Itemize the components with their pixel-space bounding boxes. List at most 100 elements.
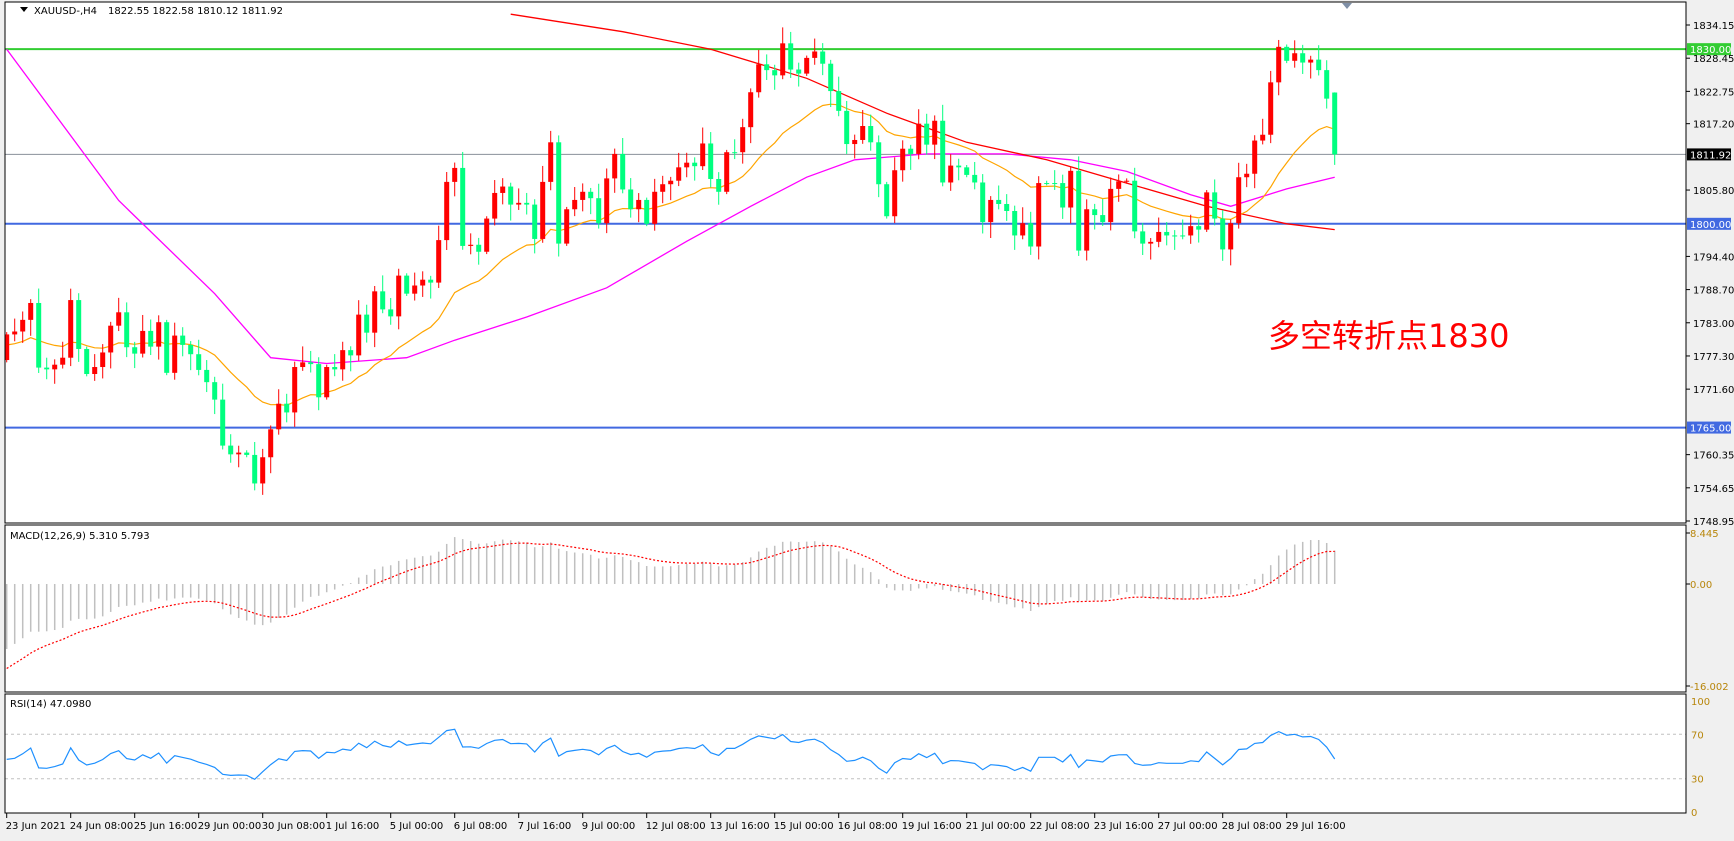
candle [516, 188, 522, 210]
candle-body [708, 143, 714, 179]
candle-body [108, 325, 114, 353]
candle-body [180, 335, 186, 345]
candle-body [956, 165, 962, 168]
time-axis-label: 16 Jul 08:00 [838, 821, 898, 832]
candle [1036, 176, 1042, 260]
candle [364, 304, 370, 343]
candle [964, 165, 970, 178]
rsi-line [6, 728, 1336, 781]
candle [1244, 163, 1250, 188]
price-level-tag-text: 1830.00 [1690, 45, 1731, 56]
time-axis-label: 22 Jul 08:00 [1030, 821, 1090, 832]
candle [1292, 40, 1298, 68]
candle-body [1060, 183, 1066, 208]
candle-body [1100, 215, 1106, 223]
candle [124, 302, 130, 358]
candle [348, 346, 354, 372]
candle-body [124, 312, 130, 348]
candle-body [1324, 70, 1330, 99]
candle [100, 344, 106, 379]
candle [1284, 44, 1290, 64]
dropdown-triangle-icon[interactable] [20, 7, 28, 12]
time-axis-label: 28 Jul 08:00 [1222, 821, 1282, 832]
rsi-panel[interactable] [5, 728, 1686, 781]
panel-border [4, 524, 1687, 693]
candle [44, 357, 50, 380]
time-axis-label: 23 Jun 2021 [6, 821, 66, 832]
candle-body [1044, 183, 1050, 185]
candle [1012, 205, 1018, 250]
candle-body [556, 142, 562, 244]
candle [236, 445, 242, 468]
candle [60, 341, 66, 369]
candle [452, 162, 458, 197]
candle [356, 300, 362, 361]
candle [1188, 214, 1194, 244]
candle-body [740, 127, 746, 153]
candle [1156, 217, 1162, 248]
candle-body [1236, 177, 1242, 224]
time-axis-label: 21 Jul 00:00 [966, 821, 1026, 832]
candle [1052, 170, 1058, 190]
candle [220, 383, 226, 450]
candle-body [628, 189, 634, 210]
candle [812, 38, 818, 65]
candle-body [212, 382, 218, 400]
candle [532, 199, 538, 254]
price-panel[interactable] [4, 13, 1686, 495]
candle [388, 297, 394, 325]
candle [1276, 39, 1282, 96]
candle [108, 321, 114, 369]
candle-body [612, 153, 618, 179]
candle-body [500, 186, 506, 193]
candle-body [844, 110, 850, 145]
rsi-axis-label: 100 [1691, 697, 1710, 708]
candle-body [444, 181, 450, 241]
candle-body [892, 170, 898, 217]
candle-body [916, 123, 922, 154]
candle-body [988, 199, 994, 223]
candle [1076, 156, 1082, 256]
time-axis-label: 15 Jul 00:00 [774, 821, 834, 832]
candle [732, 139, 738, 160]
candle-body [308, 362, 314, 365]
candle-body [1172, 235, 1178, 237]
candle-body [972, 174, 978, 183]
candle [1308, 55, 1314, 79]
candle-body [460, 167, 466, 246]
candle [1316, 45, 1322, 76]
candle [1124, 178, 1130, 184]
candle-body [116, 312, 122, 326]
candle-body [92, 367, 98, 375]
candle-body [812, 51, 818, 58]
candle [708, 132, 714, 188]
macd-axis-label: 0.00 [1690, 580, 1712, 591]
candle [740, 118, 746, 164]
candle [324, 364, 330, 400]
candle-body [372, 291, 378, 333]
candle [20, 311, 26, 343]
axes: 1830.00 1811.92 1800.00 1765.00 1834.15 1828.… [4, 1, 1734, 832]
candle-body [948, 165, 954, 183]
candle [276, 389, 282, 435]
candle-body [828, 63, 834, 92]
time-axis-label: 30 Jun 08:00 [262, 821, 326, 832]
candle [900, 140, 906, 182]
candle [316, 357, 322, 411]
candle-body [1308, 59, 1314, 63]
candle [412, 272, 418, 301]
price-axis-label: 1788.70 [1693, 286, 1734, 297]
candle-body [1108, 188, 1114, 223]
shift-marker-icon[interactable] [1342, 3, 1352, 9]
candle-body [1132, 180, 1138, 232]
candle [436, 225, 442, 288]
macd-panel[interactable] [5, 537, 1336, 670]
candle-body [316, 364, 322, 398]
candle-body [852, 139, 858, 145]
candle [1060, 174, 1066, 219]
candle [164, 319, 170, 376]
candle [1028, 211, 1034, 255]
candle-body [228, 445, 234, 455]
candle [1116, 174, 1122, 202]
